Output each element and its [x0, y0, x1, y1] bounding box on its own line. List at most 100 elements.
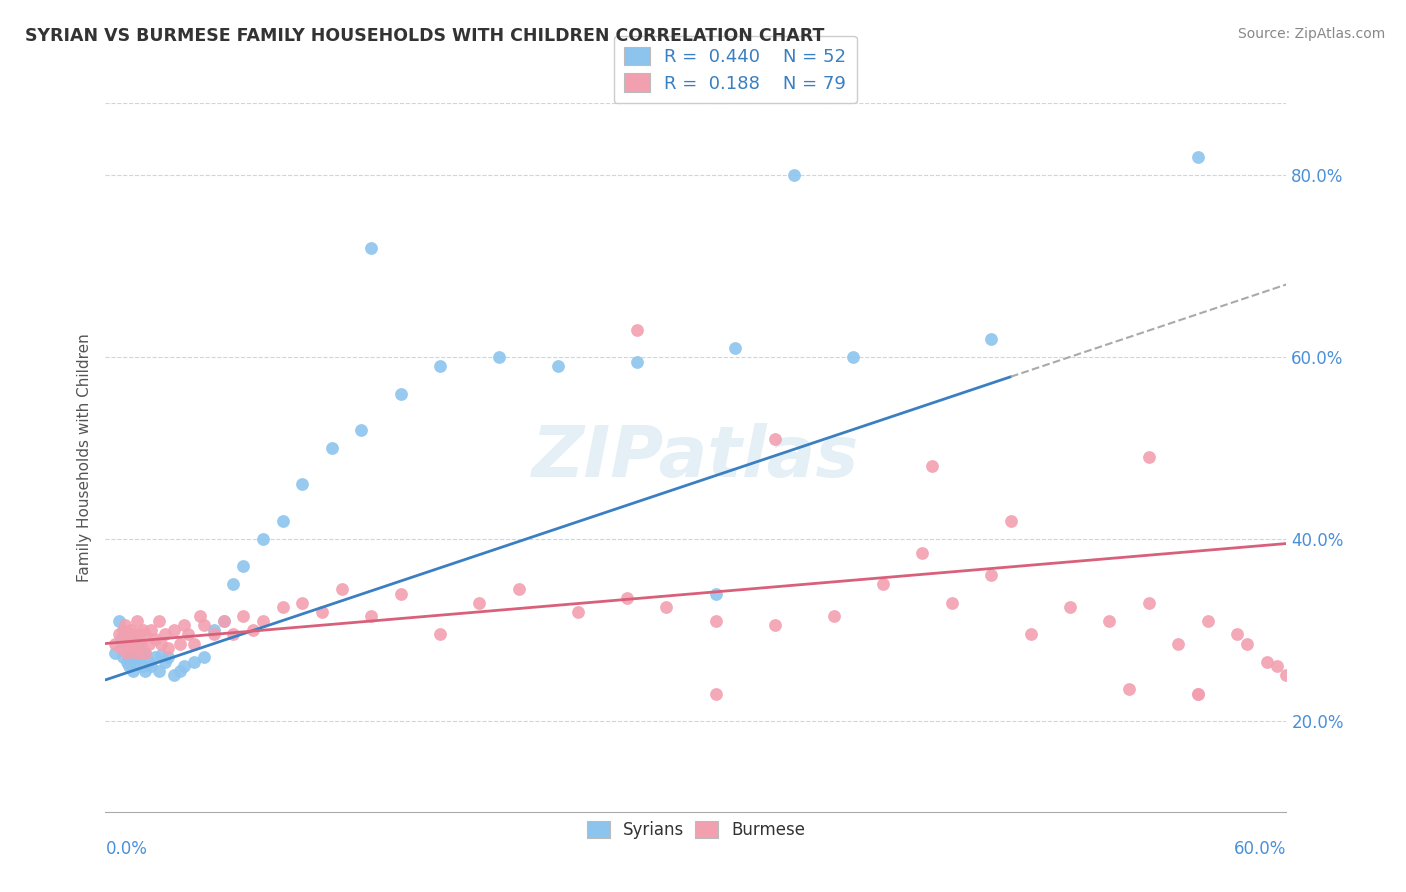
Point [842, 350, 865, 364]
Text: SYRIAN VS BURMESE FAMILY HOUSEHOLDS WITH CHILDREN CORRELATION CHART: SYRIAN VS BURMESE FAMILY HOUSEHOLDS WITH… [25, 27, 825, 45]
Point [1137, 596, 1160, 610]
Point [193, 618, 215, 632]
Point [153, 655, 176, 669]
Point [122, 652, 145, 666]
Point [118, 659, 141, 673]
Point [115, 646, 138, 660]
Point [114, 636, 136, 650]
Point [1059, 600, 1081, 615]
Point [114, 632, 136, 646]
Point [143, 632, 166, 646]
Point [921, 459, 943, 474]
Point [1187, 687, 1209, 701]
Point [429, 359, 451, 374]
Point [143, 650, 166, 665]
Point [112, 650, 135, 665]
Point [132, 623, 155, 637]
Point [1295, 664, 1317, 678]
Point [120, 632, 142, 646]
Point [125, 646, 148, 660]
Point [980, 568, 1002, 582]
Point [360, 241, 382, 255]
Point [177, 627, 200, 641]
Point [1118, 681, 1140, 696]
Point [1137, 450, 1160, 465]
Point [1019, 627, 1042, 641]
Point [125, 646, 148, 660]
Point [104, 636, 127, 650]
Point [138, 636, 160, 650]
Point [783, 169, 806, 183]
Point [212, 614, 235, 628]
Point [149, 636, 172, 650]
Point [1226, 627, 1249, 641]
Point [980, 332, 1002, 346]
Point [124, 636, 146, 650]
Point [129, 650, 152, 665]
Point [291, 596, 314, 610]
Point [1275, 668, 1298, 682]
Point [704, 586, 727, 600]
Point [488, 350, 510, 364]
Point [252, 532, 274, 546]
Point [128, 641, 150, 656]
Point [115, 655, 138, 669]
Point [124, 655, 146, 669]
Point [271, 600, 294, 615]
Point [157, 650, 180, 665]
Point [134, 664, 156, 678]
Y-axis label: Family Households with Children: Family Households with Children [76, 333, 91, 582]
Point [129, 636, 152, 650]
Point [169, 664, 191, 678]
Point [1265, 659, 1288, 673]
Point [271, 514, 294, 528]
Point [222, 577, 245, 591]
Point [763, 432, 786, 446]
Point [188, 609, 211, 624]
Point [183, 636, 205, 650]
Point [763, 618, 786, 632]
Point [330, 582, 353, 596]
Point [104, 646, 127, 660]
Point [1256, 655, 1278, 669]
Point [139, 623, 162, 637]
Point [1187, 687, 1209, 701]
Point [1187, 150, 1209, 164]
Point [626, 354, 648, 368]
Point [704, 687, 727, 701]
Point [108, 627, 131, 641]
Point [311, 605, 333, 619]
Point [163, 668, 186, 682]
Text: 60.0%: 60.0% [1234, 840, 1286, 858]
Point [114, 618, 136, 632]
Point [134, 646, 156, 660]
Point [193, 650, 215, 665]
Point [1236, 636, 1258, 650]
Point [212, 614, 235, 628]
Point [120, 632, 142, 646]
Point [124, 632, 146, 646]
Point [468, 596, 491, 610]
Point [124, 650, 146, 665]
Point [183, 655, 205, 669]
Point [872, 577, 894, 591]
Point [232, 609, 254, 624]
Point [139, 659, 162, 673]
Point [291, 477, 314, 491]
Point [222, 627, 245, 641]
Point [108, 614, 131, 628]
Point [202, 623, 225, 637]
Point [148, 614, 170, 628]
Point [1167, 636, 1189, 650]
Point [120, 646, 142, 660]
Point [202, 627, 225, 641]
Point [360, 609, 382, 624]
Point [134, 627, 156, 641]
Point [148, 664, 170, 678]
Point [173, 659, 195, 673]
Point [163, 623, 186, 637]
Point [389, 586, 412, 600]
Text: Source: ZipAtlas.com: Source: ZipAtlas.com [1237, 27, 1385, 41]
Text: 0.0%: 0.0% [105, 840, 148, 858]
Point [110, 632, 132, 646]
